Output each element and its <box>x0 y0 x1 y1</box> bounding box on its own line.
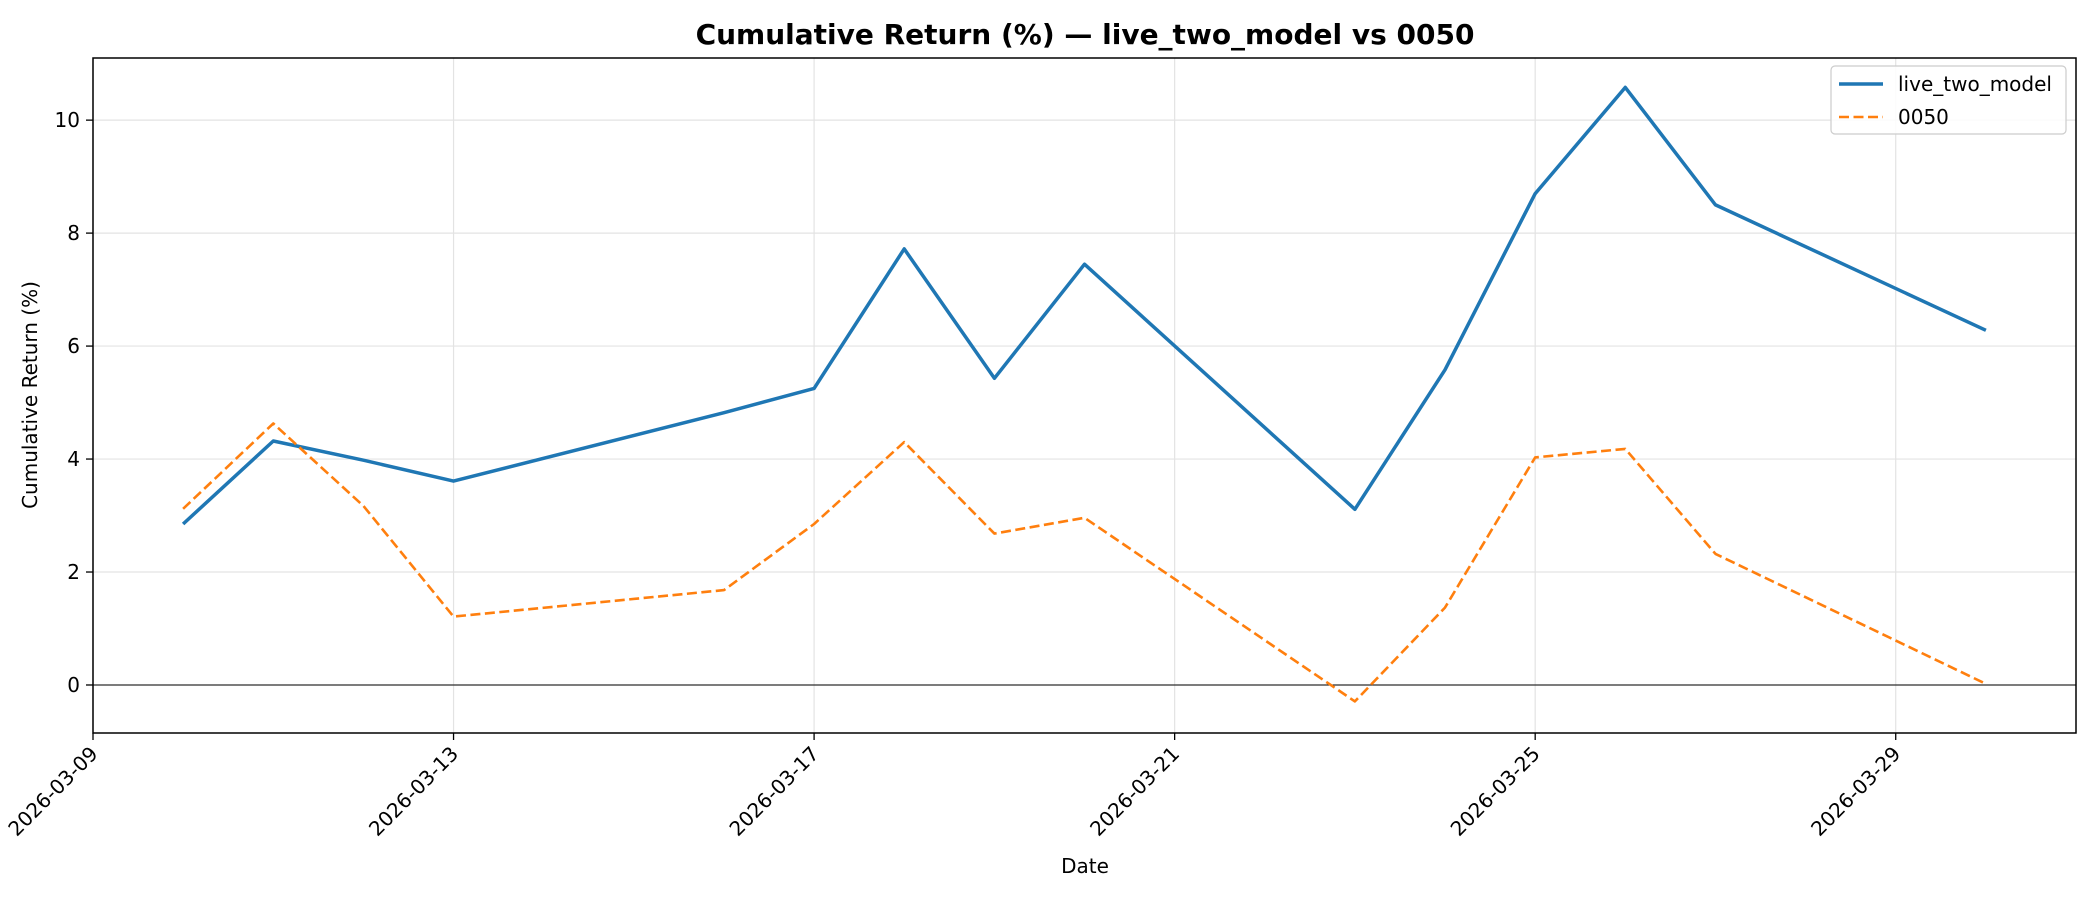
y-axis-label: Cumulative Return (%) <box>18 281 42 509</box>
x-tick-label: 2026-03-09 <box>3 742 102 841</box>
chart-title: Cumulative Return (%) — live_two_model v… <box>696 18 1475 51</box>
x-axis: 2026-03-09 2026-03-13 2026-03-17 2026-03-21… <box>3 733 1905 841</box>
grid-lines <box>92 58 2076 733</box>
x-tick-label: 2026-03-29 <box>1806 742 1905 841</box>
y-tick-label: 6 <box>67 334 80 358</box>
y-axis: 0 2 4 6 8 10 <box>55 108 93 697</box>
legend-label-live-two-model: live_two_model <box>1898 72 2052 96</box>
x-tick-label: 2026-03-17 <box>724 742 823 841</box>
y-tick-label: 10 <box>55 108 80 132</box>
y-tick-label: 8 <box>67 221 80 245</box>
y-tick-label: 0 <box>67 673 80 697</box>
x-tick-label: 2026-03-25 <box>1446 742 1545 841</box>
plot-frame <box>92 57 2077 734</box>
legend-label-0050: 0050 <box>1898 105 1949 129</box>
y-tick-label: 4 <box>67 447 80 471</box>
x-axis-label: Date <box>1061 854 1109 878</box>
legend: live_two_model 0050 <box>1830 65 2067 135</box>
x-tick-label: 2026-03-21 <box>1085 742 1184 841</box>
x-tick-label: 2026-03-13 <box>364 742 463 841</box>
y-tick-label: 2 <box>67 560 80 584</box>
series-layer <box>181 85 1987 703</box>
series-line-live-two-model <box>181 85 1987 526</box>
legend-box <box>1830 65 2067 135</box>
series-line-0050 <box>182 422 1987 703</box>
